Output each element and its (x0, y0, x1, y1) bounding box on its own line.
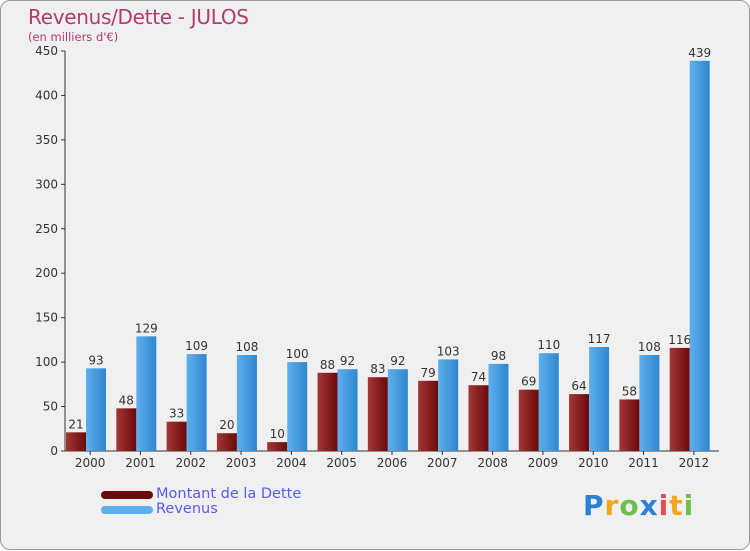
bar-dette (166, 421, 187, 451)
data-label-revenus: 110 (537, 338, 560, 352)
bar-dette (518, 389, 539, 451)
y-tick-label: 100 (35, 355, 58, 369)
bar-revenus (589, 347, 610, 451)
data-label-dette: 10 (270, 427, 285, 441)
bar-dette (66, 432, 86, 451)
x-tick-label: 2010 (578, 456, 609, 470)
x-tick-label: 2008 (477, 456, 508, 470)
proxiti-logo: Proxiti (583, 489, 695, 522)
bar-dette (216, 433, 237, 451)
bar-dette (367, 377, 388, 451)
y-tick-label: 0 (50, 444, 58, 458)
data-label-dette: 21 (68, 417, 83, 431)
x-tick-label: 2004 (276, 456, 307, 470)
data-label-dette: 83 (370, 362, 385, 376)
x-tick-label: 2001 (125, 456, 156, 470)
data-label-revenus: 98 (491, 349, 506, 363)
y-tick-label: 350 (35, 133, 58, 147)
chart-subtitle: (en milliers d'€) (28, 30, 119, 44)
bar-revenus (136, 336, 157, 451)
y-tick-label: 250 (35, 222, 58, 236)
x-tick-label: 2002 (175, 456, 206, 470)
legend-swatch-revenus (101, 505, 153, 514)
data-label-revenus: 92 (340, 354, 355, 368)
y-tick-label: 300 (35, 177, 58, 191)
data-label-dette: 69 (521, 375, 536, 389)
data-label-revenus: 109 (185, 339, 208, 353)
data-label-dette: 88 (320, 358, 335, 372)
data-label-revenus: 439 (688, 46, 711, 60)
data-label-dette: 48 (119, 393, 134, 407)
y-tick-label: 450 (35, 44, 58, 58)
y-tick-label: 400 (35, 88, 58, 102)
x-tick-label: 2009 (528, 456, 559, 470)
bar-revenus (86, 368, 106, 451)
x-tick-label: 2006 (377, 456, 408, 470)
bar-dette (418, 380, 439, 451)
data-label-revenus: 108 (638, 340, 661, 354)
bar-revenus (337, 369, 358, 451)
bar-dette (669, 347, 690, 451)
y-tick-label: 200 (35, 266, 58, 280)
data-label-revenus: 103 (437, 344, 460, 358)
bar-dette (619, 399, 640, 451)
legend-swatch-dette (101, 490, 153, 499)
data-label-dette: 74 (471, 370, 486, 384)
x-tick-label: 2007 (427, 456, 458, 470)
data-label-revenus: 108 (235, 340, 258, 354)
bar-revenus (287, 362, 308, 451)
bar-dette (267, 442, 288, 451)
legend: Montant de la Dette Revenus (101, 487, 301, 517)
legend-label-dette: Montant de la Dette (156, 486, 302, 502)
data-label-dette: 20 (219, 418, 234, 432)
data-label-dette: 79 (421, 366, 436, 380)
y-tick-label: 50 (43, 400, 58, 414)
y-tick-label: 150 (35, 311, 58, 325)
data-label-dette: 116 (668, 333, 691, 347)
bar-dette (116, 408, 137, 451)
legend-label-revenus: Revenus (156, 501, 218, 517)
chart-title: Revenus/Dette - JULOS (28, 5, 249, 29)
x-tick-label: 2000 (75, 456, 106, 470)
bar-revenus (639, 355, 660, 451)
data-label-dette: 33 (169, 407, 184, 421)
legend-item-dette: Montant de la Dette (101, 487, 301, 502)
bar-revenus (438, 359, 459, 451)
legend-item-revenus: Revenus (101, 502, 301, 517)
x-tick-label: 2003 (226, 456, 257, 470)
data-label-revenus: 117 (588, 332, 611, 346)
bar-revenus (236, 355, 257, 451)
bar-dette (468, 385, 489, 451)
bar-dette (569, 394, 590, 451)
bar-revenus (538, 353, 559, 451)
bar-revenus (488, 363, 509, 451)
x-tick-label: 2005 (326, 456, 357, 470)
bar-revenus (689, 60, 710, 452)
data-label-revenus: 129 (135, 321, 158, 335)
bar-dette (317, 372, 338, 451)
data-label-revenus: 92 (390, 354, 405, 368)
x-tick-label: 2011 (628, 456, 659, 470)
bar-revenus (387, 369, 408, 451)
data-label-revenus: 100 (286, 347, 309, 361)
x-tick-label: 2012 (679, 456, 710, 470)
data-label-revenus: 93 (88, 353, 103, 367)
data-label-dette: 64 (571, 379, 586, 393)
data-label-dette: 58 (622, 384, 637, 398)
bar-revenus (186, 354, 207, 451)
